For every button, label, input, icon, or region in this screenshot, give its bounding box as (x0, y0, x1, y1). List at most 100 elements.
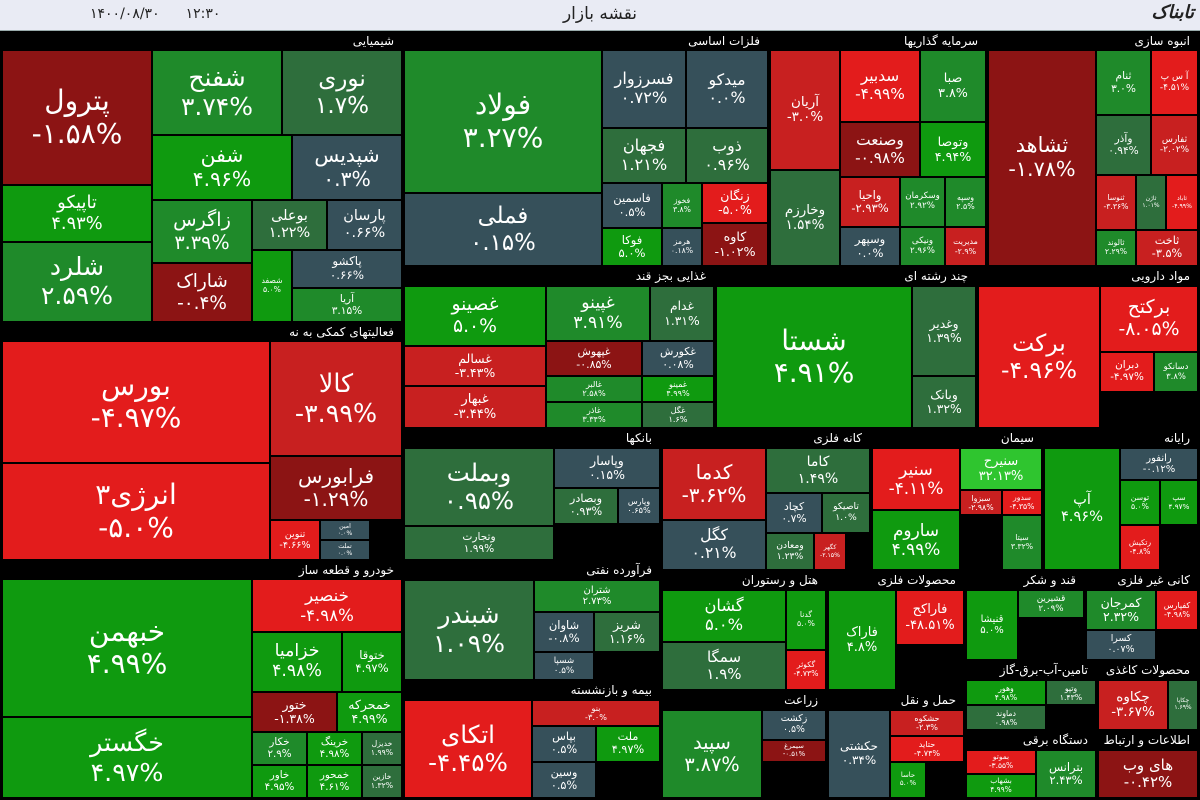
tile-name: فاراک (846, 624, 878, 640)
tile: بورس -۴.۹۷% (2, 341, 270, 463)
tile: خنصیر -۴.۹۸% (252, 579, 402, 632)
tile-change: ۴.۹۷% (1168, 501, 1190, 511)
tile-change: ۳.۹۱% (573, 312, 623, 333)
tile: ثاژن ۱.۰۱% (1136, 175, 1166, 230)
tile: خدیزل ۱.۹۹% (362, 732, 402, 765)
tile-name: تملت (338, 542, 352, 550)
tile-name: بوعلی (271, 208, 308, 225)
tile-change: -۳.۰% (585, 712, 607, 722)
tile: گدنا ۵.۰% (786, 590, 826, 650)
tile-name: سنیرح (983, 453, 1019, 469)
tile: آپ ۴.۹۶% (1044, 448, 1120, 570)
tile-name: خرینگ (320, 735, 349, 748)
tile-name: ثنام (1115, 70, 1132, 83)
tile: وبانک ۱.۳۲% (912, 376, 976, 428)
tile-name: بورس (101, 368, 171, 402)
sector-title: محصولات فلزی (877, 573, 956, 587)
tile-change: ۳.۱۵% (331, 304, 363, 317)
tile-change: -۴.۶۶% (279, 540, 311, 551)
tile-change: -۴.۳۵% (1009, 501, 1035, 511)
sector-title: بانکها (625, 431, 652, 445)
tile: آ س پ -۴.۵۱% (1151, 50, 1198, 115)
tile: فاراک ۴.۸% (828, 590, 896, 690)
tile-name: ثالوند (1107, 238, 1125, 248)
tile-name: کسرا (1110, 633, 1132, 645)
tile-change: ۰.۱۵% (470, 229, 536, 256)
tile: بوعلی ۱.۲۲% (252, 200, 327, 250)
tile-change: ۳.۳۴% (582, 414, 606, 424)
tile-name: غالبر (585, 378, 603, 389)
tile-change: ۲.۵۸% (582, 388, 606, 398)
tile-name: پارسان (343, 208, 386, 225)
tile-change: ۱.۴۳% (1059, 692, 1083, 702)
tile: سپید ۳.۸۷% (662, 710, 762, 798)
tile-change: ۳.۰% (1111, 82, 1136, 95)
tile: بموتو -۳.۵۵% (966, 750, 1036, 774)
tile: سیمرغ -۰.۵۱% (762, 740, 826, 762)
tile-change: ۰.۰% (337, 530, 353, 537)
tile-change: -۰.۴% (177, 292, 227, 314)
tile-name: حتاید (918, 738, 936, 749)
tile-change: ۰.۷% (781, 512, 807, 525)
page-title: نقشه بازار (562, 4, 638, 24)
tile: سنیر -۴.۱۱% (872, 448, 960, 510)
sector-title: خودرو و قطعه ساز (298, 563, 394, 577)
tile-change: ۲.۲۹% (1104, 247, 1128, 256)
tile-name: وصنعت (856, 130, 904, 149)
tile: وتپو ۱.۴۳% (1046, 680, 1096, 705)
tile: مدیریت -۲.۹% (945, 227, 986, 266)
tile-change: -۸.۰۵% (1118, 319, 1180, 340)
tile-change: ۵.۰% (704, 615, 744, 634)
tile: های وب -۰.۴۲% (1098, 750, 1198, 798)
tile-change: ۳.۸% (1166, 371, 1186, 381)
sector-title: کانه فلزی (813, 431, 862, 445)
tile-change: ۴.۹۹% (891, 539, 941, 559)
tile: سدبیر -۴.۹۹% (840, 50, 920, 122)
tile: چکاوه -۳.۶۷% (1098, 680, 1168, 730)
tile: زکشت ۰.۵% (762, 710, 826, 740)
tile: غالبر ۲.۵۸% (546, 376, 642, 402)
tile: قنیشا ۵.۰% (966, 590, 1018, 660)
tile-name: غپهوش (577, 344, 611, 358)
tile-name: خازین (372, 771, 392, 781)
tile-change: ۳.۸۷% (684, 753, 740, 776)
tile-name: غکورش (660, 344, 696, 358)
tile-change: -۳.۳۶% (1103, 201, 1129, 211)
tile: چکاپا ۱.۶۹% (1168, 680, 1198, 730)
tile: فوکا ۵.۰% (602, 228, 662, 266)
tile-change: ۴.۹۹% (86, 647, 168, 680)
tile-change: -۰.۱۲% (1142, 464, 1176, 475)
tile: غگل ۱.۶% (642, 402, 714, 428)
tile: سپ ۴.۹۷% (1160, 480, 1198, 525)
tile: خمحور ۴.۶۱% (307, 765, 362, 798)
tile-name: وبانک (930, 387, 958, 402)
tile: آریا ۳.۱۵% (292, 288, 402, 322)
tile: فجهان ۱.۲۱% (602, 128, 686, 183)
tile-name: وپاسار (590, 452, 624, 468)
tile-name: تاپیکو (57, 192, 97, 214)
tile-name: غبهار (461, 391, 489, 407)
tile: ثنوسا -۳.۳۶% (1096, 175, 1136, 230)
tile: شپدیس ۰.۳% (292, 135, 402, 200)
tile-name: نوری (318, 65, 366, 92)
tile-change: ۴.۹۷% (611, 743, 645, 756)
tile-change: ۵.۰% (618, 246, 646, 260)
tile-change: ۲.۳۲% (1103, 609, 1139, 624)
tile-change: ۰.۹۳% (569, 505, 603, 518)
tile-name: وتپو (1064, 683, 1078, 693)
tile-change: -۰.۹۸% (855, 148, 905, 167)
tile-name: شتران (583, 584, 611, 596)
tile-name: غاذر (586, 404, 602, 415)
tile-name: غدام (670, 299, 694, 314)
tile: ثاخت -۳.۵% (1136, 230, 1198, 266)
tile-change: ۴.۹۹% (990, 785, 1012, 794)
tile-change: ۵.۰% (796, 619, 815, 628)
tile: کدما -۳.۶۲% (662, 448, 766, 520)
tile-name: کاما (806, 454, 830, 471)
sector-title: حمل و نقل (900, 693, 956, 707)
tile-change: ۰.۵% (553, 666, 575, 676)
tile-change: -۲.۹۸% (968, 502, 994, 512)
tile-change: ۰.۵% (783, 724, 805, 735)
tile-name: قنیشا (980, 613, 1004, 625)
tile: شلرد ۲.۵۹% (2, 242, 152, 322)
